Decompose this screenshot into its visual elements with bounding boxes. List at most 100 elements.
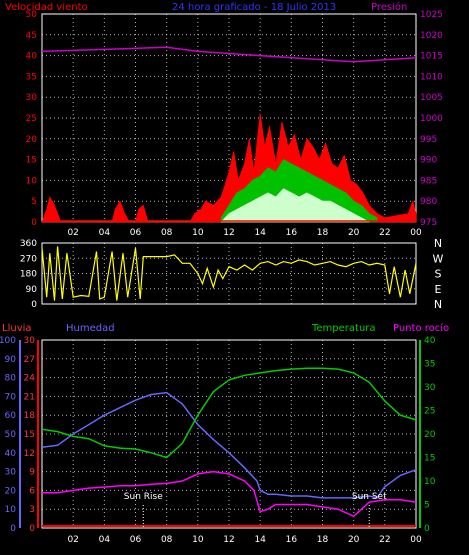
x3-tick-20: 20: [348, 535, 360, 545]
compass-label-1: W: [433, 252, 444, 265]
sun-label-0: Sun Rise: [124, 492, 163, 502]
humedad-tick-90: 90: [5, 355, 17, 365]
x3-tick-08: 08: [161, 535, 173, 545]
lluvia-tick-6: 6: [29, 486, 35, 496]
lluvia-tick-12: 12: [24, 449, 35, 459]
lluvia-tick-0: 0: [29, 524, 35, 534]
series-direction: [41, 246, 417, 301]
legend-humedad: Humedad: [66, 323, 115, 334]
wind-tick-35: 35: [26, 72, 37, 82]
x-tick-10: 10: [192, 228, 204, 238]
x3-tick-00: 00: [410, 535, 422, 545]
x-tick-20: 20: [348, 228, 360, 238]
humedad-tick-60: 60: [5, 411, 17, 421]
wind-tick-15: 15: [26, 156, 37, 166]
lluvia-tick-18: 18: [24, 411, 36, 421]
wind-pressure-panel: 0510152025303540455097598098599099510001…: [26, 10, 444, 238]
humedad-tick-40: 40: [5, 449, 17, 459]
wind-tick-50: 50: [26, 10, 38, 20]
temp-tick-40: 40: [424, 336, 436, 346]
pressure-tick-995: 995: [420, 135, 437, 145]
wind-tick-25: 25: [26, 114, 37, 124]
lluvia-tick-21: 21: [24, 392, 35, 402]
humedad-tick-50: 50: [5, 430, 17, 440]
wind-tick-5: 5: [31, 197, 37, 207]
pressure-tick-1000: 1000: [420, 114, 443, 124]
temp-tick-15: 15: [424, 454, 435, 464]
direction-tick-180: 180: [20, 270, 37, 280]
humedad-tick-70: 70: [5, 392, 17, 402]
x3-tick-02: 02: [67, 535, 78, 545]
pressure-tick-1025: 1025: [420, 10, 443, 20]
humedad-tick-10: 10: [5, 505, 17, 515]
pressure-tick-1015: 1015: [420, 52, 443, 62]
lluvia-tick-30: 30: [24, 336, 36, 346]
lluvia-tick-9: 9: [29, 468, 35, 478]
pressure-tick-1005: 1005: [420, 93, 443, 103]
direction-tick-360: 360: [20, 239, 37, 249]
wind-tick-20: 20: [26, 135, 38, 145]
x-tick-12: 12: [223, 228, 234, 238]
series-punto_rocio: [42, 470, 417, 518]
wind-tick-40: 40: [26, 52, 38, 62]
series-wind_low: [220, 188, 370, 223]
temp-tick-0: 0: [424, 524, 430, 534]
x3-tick-12: 12: [223, 535, 234, 545]
wind-tick-10: 10: [26, 176, 38, 186]
humedad-tick-20: 20: [5, 486, 17, 496]
header-right: Presión: [371, 1, 407, 13]
pressure-tick-1010: 1010: [420, 72, 443, 82]
series-humedad: [41, 391, 417, 499]
temp-tick-5: 5: [424, 501, 430, 511]
lluvia-tick-24: 24: [24, 374, 36, 384]
header-center: 24 hora graficado - 18 Julio 2013: [172, 2, 336, 13]
header-left: Velocidad viento: [5, 2, 88, 13]
compass-label-0: N: [434, 237, 442, 250]
compass-label-4: N: [434, 298, 442, 311]
compass-label-3: E: [435, 283, 442, 296]
direction-tick-90: 90: [26, 285, 38, 295]
series-temperatura: [41, 367, 417, 459]
direction-tick-270: 270: [20, 254, 37, 264]
temp-tick-25: 25: [424, 407, 435, 417]
legend-punto-rocio: Punto rocío: [393, 322, 449, 334]
lluvia-tick-15: 15: [24, 430, 35, 440]
x3-tick-18: 18: [317, 535, 329, 545]
x3-tick-16: 16: [286, 535, 298, 545]
x3-tick-22: 22: [379, 535, 390, 545]
x3-tick-10: 10: [192, 535, 204, 545]
temp-tick-30: 30: [424, 383, 436, 393]
sun-label-1: Sun Set: [352, 492, 387, 502]
x-tick-08: 08: [161, 228, 173, 238]
wind-tick-45: 45: [26, 31, 37, 41]
humedad-tick-30: 30: [5, 468, 17, 478]
x-tick-22: 22: [379, 228, 390, 238]
x-tick-18: 18: [317, 228, 329, 238]
temp-tick-20: 20: [424, 430, 436, 440]
legend-temperatura: Temperatura: [311, 323, 376, 334]
x-tick-14: 14: [254, 228, 266, 238]
pressure-tick-1020: 1020: [420, 31, 443, 41]
humedad-tick-80: 80: [5, 374, 17, 384]
temp-humidity-panel: Sun Rise Sun Set0102030405060708090100036…: [0, 336, 436, 545]
wind-tick-0: 0: [31, 218, 37, 228]
compass-label-2: S: [435, 268, 442, 281]
x-tick-04: 04: [99, 228, 111, 238]
pressure-tick-985: 985: [420, 176, 437, 186]
temp-tick-35: 35: [424, 360, 435, 370]
temp-tick-10: 10: [424, 477, 436, 487]
legend-lluvia: Lluvia: [2, 323, 32, 334]
series-pressure: [41, 46, 417, 63]
pressure-tick-975: 975: [420, 218, 437, 228]
lluvia-tick-3: 3: [29, 505, 35, 515]
x-tick-00: 00: [410, 228, 422, 238]
x3-tick-14: 14: [254, 535, 266, 545]
humedad-tick-0: 0: [10, 524, 16, 534]
wind-tick-30: 30: [26, 93, 38, 103]
direction-tick-0: 0: [31, 300, 37, 310]
x-tick-02: 02: [67, 228, 78, 238]
lluvia-tick-27: 27: [24, 355, 35, 365]
x-tick-16: 16: [286, 228, 298, 238]
